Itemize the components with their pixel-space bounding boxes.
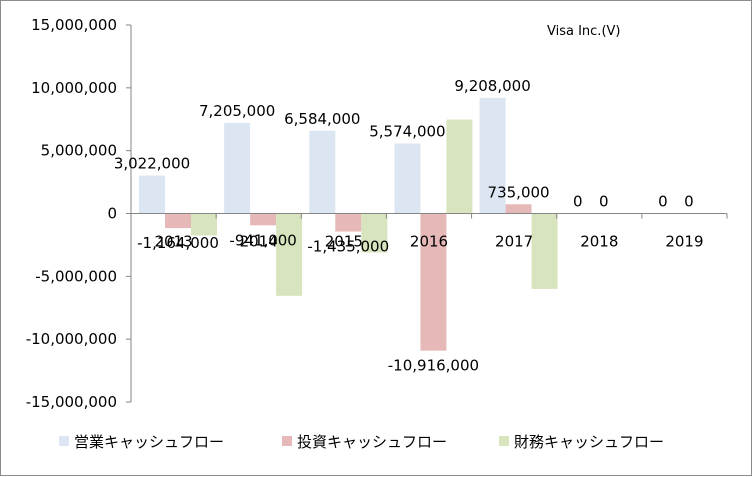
axis-layer: [126, 24, 728, 403]
bar-2-2013: [165, 213, 191, 229]
y-tick-labels: 15,000,000 10,000,000 5,000,000 0 -5,000,000…: [26, 16, 117, 411]
data-label: 3,022,000: [114, 155, 190, 173]
x-tick-label: 2016: [410, 233, 448, 251]
data-label: 9,208,000: [454, 77, 530, 95]
y-tick-label: 5,000,000: [41, 142, 117, 160]
legend-label: 投資キャッシュフロー: [297, 433, 447, 451]
data-label: 0: [599, 193, 609, 211]
x-tick-label: 2015: [325, 233, 363, 251]
bars-layer: [139, 97, 558, 351]
bar-1-2017: [479, 97, 506, 214]
bar-3-2014: [276, 213, 303, 296]
data-label: 5,574,000: [369, 122, 445, 140]
bar-2-2017: [505, 204, 532, 214]
y-tick-label: 10,000,000: [31, 79, 117, 97]
chart-title: Visa Inc.(V): [547, 24, 620, 39]
x-tick-label: 2019: [665, 233, 703, 251]
data-label: -1,164,000: [137, 234, 219, 252]
y-tick-label: -10,000,000: [26, 330, 117, 348]
legend-swatch: [499, 436, 509, 446]
bar-1-2015: [309, 130, 336, 214]
data-label: 0: [573, 193, 583, 211]
y-tick-label: 15,000,000: [31, 16, 117, 34]
legend-label: 営業キャッシュフロー: [74, 433, 224, 451]
x-tick-label: 2013: [154, 233, 192, 251]
data-labels: 3,022,000 7,205,000 6,584,000 5,574,000 9,20…: [114, 77, 694, 375]
data-label: 735,000: [488, 183, 550, 201]
bar-2-2016: [420, 213, 447, 351]
y-tick-label: 0: [107, 205, 117, 223]
y-tick-label: -5,000,000: [35, 267, 117, 285]
x-tick-label: 2018: [580, 233, 618, 251]
bar-3-2016: [446, 119, 473, 214]
bar-1-2014: [224, 122, 251, 214]
data-label: 7,205,000: [199, 102, 275, 120]
legend-label: 財務キャッシュフロー: [514, 433, 664, 451]
bar-2-2014: [250, 213, 277, 226]
legend: 営業キャッシュフロー 投資キャッシュフロー 財務キャッシュフロー: [59, 433, 664, 451]
bar-3-2015: [361, 213, 388, 253]
x-tick-labels: 2013 2014 2015 2016 2017 2018 2019: [154, 233, 703, 251]
bar-1-2013: [139, 175, 165, 214]
x-tick-label: 2017: [495, 233, 533, 251]
data-label: -1,435,000: [307, 238, 389, 256]
bar-3-2017: [531, 213, 558, 289]
bar-1-2016: [394, 143, 421, 214]
bar-3-2013: [191, 213, 217, 236]
y-tick-label: -15,000,000: [26, 393, 117, 411]
legend-swatch: [282, 436, 292, 446]
data-label: 6,584,000: [284, 110, 360, 128]
data-label: 0: [684, 193, 694, 211]
data-label: 0: [658, 193, 668, 211]
data-label: -941,000: [229, 231, 296, 249]
x-tick-label: 2014: [240, 233, 278, 251]
legend-swatch: [59, 436, 69, 446]
data-label: -10,916,000: [388, 357, 479, 375]
bar-2-2015: [335, 213, 362, 232]
